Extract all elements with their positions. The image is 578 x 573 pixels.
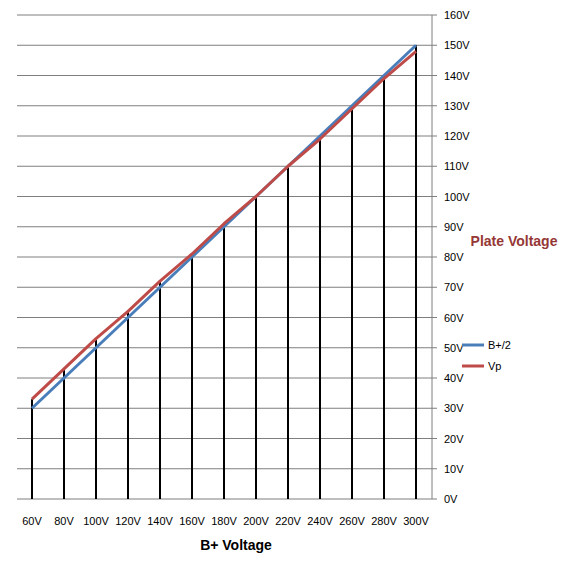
grid-line (17, 105, 432, 106)
tick-mark (432, 105, 437, 106)
chart: 0V 10V 20V 30V 40V 50V 60V 70V 80V 90V 100V 110V 120… (0, 0, 578, 573)
tick-mark (432, 468, 437, 469)
tick-label: 80V (444, 251, 464, 263)
drop-line (351, 106, 353, 499)
category-label: 260V (339, 515, 365, 527)
y-axis (432, 15, 433, 499)
tick-label: 10V (444, 463, 464, 475)
drop-line (63, 369, 65, 499)
drop-line (415, 45, 417, 499)
tick-label: 160V (444, 9, 470, 21)
legend-key (462, 365, 484, 368)
drop-line (223, 224, 225, 499)
grid-line (17, 45, 432, 46)
drop-line (287, 166, 289, 499)
category-label: 200V (243, 515, 269, 527)
grid-line (17, 166, 432, 167)
category-label: 140V (147, 515, 173, 527)
tick-label: 150V (444, 39, 470, 51)
y-axis-title: Plate Voltage (471, 233, 558, 249)
category-label: 80V (54, 515, 74, 527)
category-label: 160V (179, 515, 205, 527)
grid-line (17, 15, 432, 16)
drop-line (255, 197, 257, 500)
tick-mark (432, 45, 437, 46)
legend-key (462, 344, 484, 347)
drop-line (127, 311, 129, 499)
drop-line (31, 399, 33, 499)
tick-label: 0V (444, 493, 458, 505)
tick-label: 120V (444, 130, 470, 142)
tick-mark (432, 15, 437, 16)
x-axis-title: B+ Voltage (200, 537, 272, 553)
tick-label: 110V (444, 160, 470, 172)
grid-line (17, 75, 432, 76)
tick-mark (432, 257, 437, 258)
category-label: 280V (371, 515, 397, 527)
tick-mark (432, 75, 437, 76)
category-label: 180V (211, 515, 237, 527)
tick-label: 90V (444, 221, 464, 233)
drop-line (191, 254, 193, 499)
grid-line (17, 196, 432, 197)
tick-mark (432, 287, 437, 288)
drop-line (319, 136, 321, 499)
tick-mark (432, 408, 437, 409)
category-label: 240V (307, 515, 333, 527)
legend-label: Vp (488, 360, 501, 372)
tick-mark (432, 438, 437, 439)
tick-label: 100V (444, 191, 470, 203)
tick-mark (432, 136, 437, 137)
category-label: 220V (275, 515, 301, 527)
tick-mark (432, 226, 437, 227)
tick-label: 30V (444, 402, 464, 414)
tick-label: 140V (444, 70, 470, 82)
tick-mark (432, 378, 437, 379)
tick-mark (432, 347, 437, 348)
tick-label: 60V (444, 312, 464, 324)
tick-label: 40V (444, 372, 464, 384)
category-label: 300V (403, 515, 429, 527)
grid-line (17, 136, 432, 137)
tick-label: 70V (444, 281, 464, 293)
category-label: 120V (115, 515, 141, 527)
legend-label: B+/2 (488, 339, 511, 351)
drop-line (159, 281, 161, 499)
category-label: 60V (22, 515, 42, 527)
drop-line (95, 339, 97, 499)
tick-mark (432, 499, 437, 500)
category-label: 100V (83, 515, 109, 527)
series-line (32, 51, 416, 399)
drop-line (383, 76, 385, 500)
tick-label: 130V (444, 100, 470, 112)
series-line (32, 45, 416, 408)
tick-mark (432, 317, 437, 318)
plot-area (32, 45, 416, 499)
tick-label: 20V (444, 433, 464, 445)
tick-mark (432, 196, 437, 197)
tick-mark (432, 166, 437, 167)
background (0, 0, 578, 573)
tick-label: 50V (444, 342, 464, 354)
